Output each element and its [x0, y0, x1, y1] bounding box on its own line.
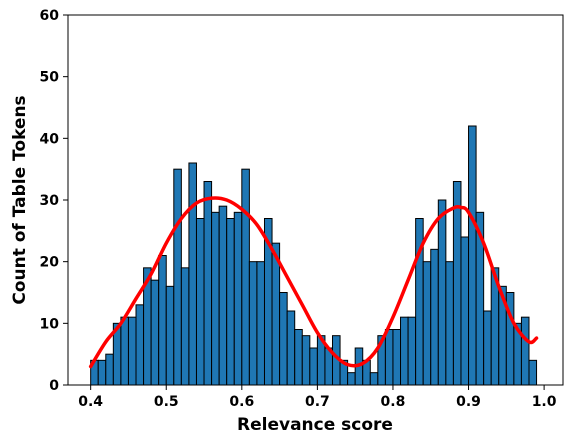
- histogram-bar: [407, 316, 417, 386]
- histogram-bar: [400, 316, 409, 386]
- x-tick-label: 1.0: [532, 394, 557, 410]
- histogram-bar: [233, 211, 243, 386]
- y-tick-label: 0: [49, 378, 59, 394]
- histogram-bar: [347, 372, 356, 386]
- y-tick-label: 60: [40, 8, 60, 24]
- histogram-bar: [120, 316, 129, 386]
- x-tick-label: 0.8: [381, 394, 406, 410]
- histogram-bar: [392, 329, 402, 386]
- histogram-bar: [188, 162, 197, 386]
- histogram-bar: [180, 267, 190, 386]
- histogram-bar: [211, 211, 220, 386]
- y-tick-label: 40: [40, 131, 60, 147]
- histogram-bar: [520, 316, 530, 386]
- x-axis-ticks: 0.4 0.5 0.6 0.7 0.8 0.9 1.0: [78, 385, 557, 410]
- x-axis-label: Relevance score: [237, 415, 393, 435]
- x-tick-label: 0.9: [456, 394, 481, 410]
- histogram-bar: [460, 236, 470, 386]
- histogram-bar: [437, 199, 447, 386]
- histogram-bar: [158, 255, 167, 386]
- histogram-bar: [468, 125, 477, 386]
- y-axis-label: Count of Table Tokens: [10, 95, 30, 304]
- density-curve: [88, 196, 539, 369]
- histogram-bar: [309, 347, 318, 386]
- histogram-bar: [173, 168, 182, 386]
- histogram-bar: [203, 181, 213, 386]
- y-tick-label: 30: [40, 193, 60, 209]
- histogram-bar: [430, 248, 439, 386]
- histogram-bar: [294, 329, 303, 386]
- histogram-bar: [127, 316, 137, 386]
- histogram-bar: [369, 372, 379, 386]
- y-axis-ticks: 0 10 20 30 40 50 60: [40, 8, 68, 394]
- y-tick-label: 10: [40, 316, 60, 332]
- histogram-bar: [422, 261, 432, 386]
- histogram-bar: [226, 218, 235, 386]
- histogram-bar: [97, 359, 107, 386]
- histogram-bar: [286, 310, 296, 386]
- histogram-bar: [384, 329, 394, 386]
- histogram-bar: [483, 310, 492, 386]
- histogram-bar: [256, 261, 265, 386]
- histogram-bar: [135, 304, 145, 386]
- y-tick-label: 50: [40, 70, 60, 86]
- histogram-bar: [241, 168, 250, 386]
- histogram-bar: [279, 292, 288, 386]
- y-tick-label: 20: [40, 255, 60, 271]
- histogram-bar: [452, 181, 462, 386]
- x-tick-label: 0.7: [305, 394, 330, 410]
- x-tick-label: 0.4: [78, 394, 103, 410]
- x-tick-label: 0.5: [154, 394, 179, 410]
- histogram-bar: [528, 359, 538, 386]
- histogram-bar: [301, 335, 311, 386]
- x-tick-label: 0.6: [229, 394, 254, 410]
- histogram-bar: [445, 261, 454, 386]
- histogram-bar: [165, 285, 175, 386]
- histogram-bar: [248, 261, 258, 386]
- histogram-bar: [150, 279, 160, 386]
- histogram-bar: [195, 218, 205, 386]
- histogram-bar: [105, 353, 114, 386]
- histogram-bar: [218, 205, 228, 386]
